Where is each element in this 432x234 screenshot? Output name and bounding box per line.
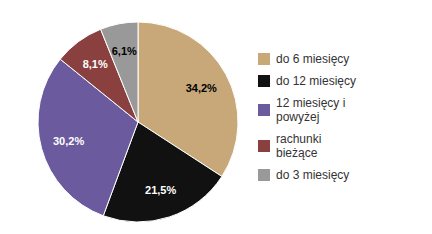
- html-text:powyżej: powyżej: [276, 110, 320, 124]
- html-text:do 3 miesięcy: do 3 miesięcy: [276, 168, 350, 182]
- svg-text:21,5%: 21,5%: [145, 184, 176, 196]
- svg-text:34,2%: 34,2%: [186, 82, 217, 94]
- html-text:do 12 miesięcy: do 12 miesięcy: [276, 74, 356, 88]
- svg-text:8,1%: 8,1%: [83, 58, 108, 70]
- html-text:12 miesięcy i: 12 miesięcy i: [276, 96, 346, 110]
- html-text:do 6 miesięcy: do 6 miesięcy: [276, 52, 350, 66]
- svg-text:6,1%: 6,1%: [112, 45, 137, 57]
- svg-text:30,2%: 30,2%: [53, 135, 84, 147]
- html-text:rachunki: rachunki: [276, 132, 322, 146]
- html-text:bieżące: bieżące: [276, 146, 318, 160]
